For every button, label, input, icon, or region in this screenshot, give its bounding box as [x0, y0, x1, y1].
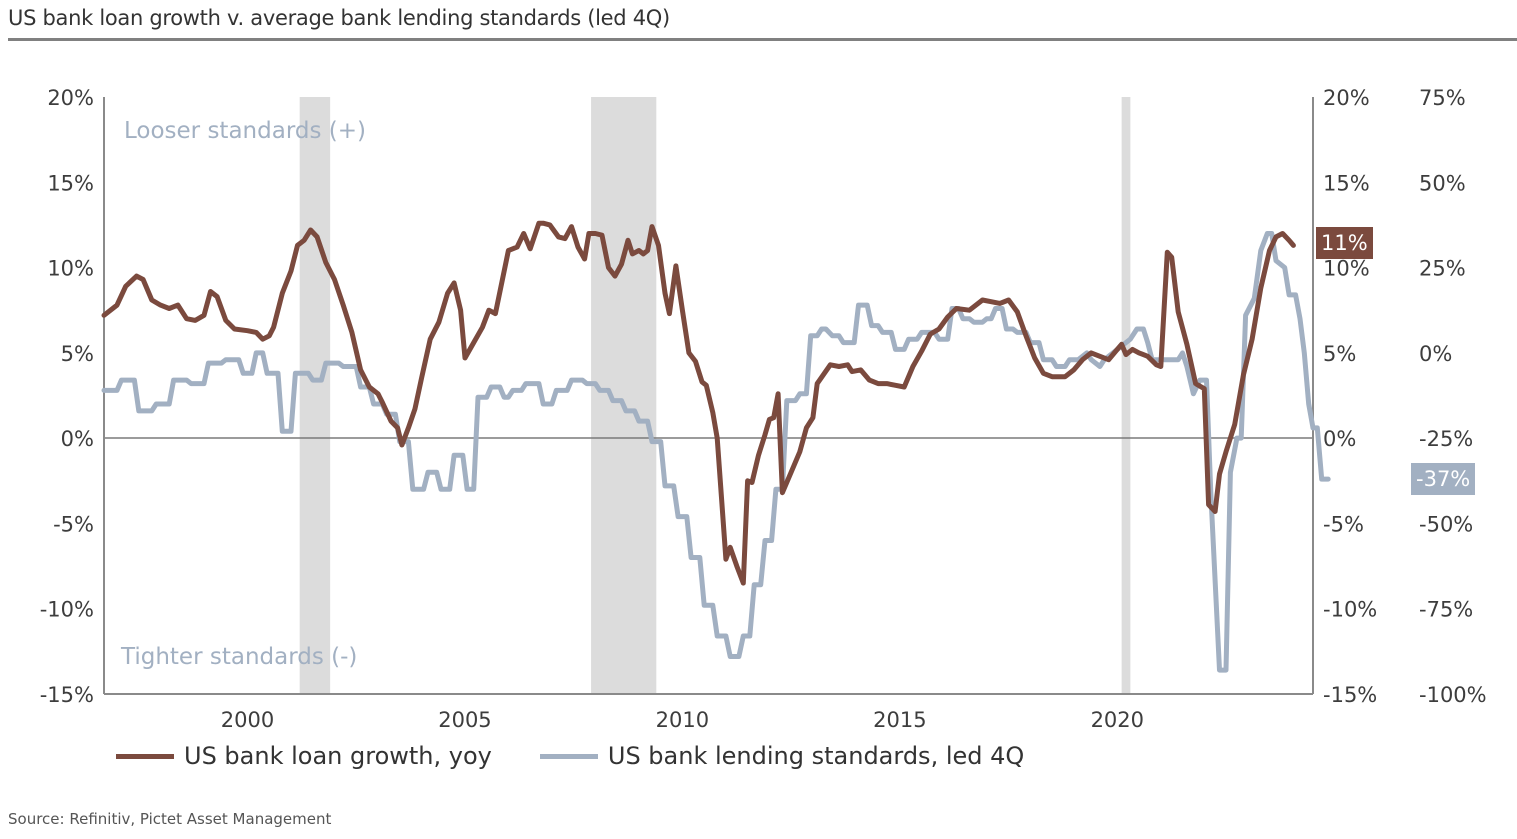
x-tick-label: 2010	[656, 708, 709, 732]
y-tick-label: 50%	[1419, 171, 1466, 195]
x-tick-label: 2000	[221, 708, 274, 732]
recession-bands	[299, 97, 1131, 694]
source-note: Source: Refinitiv, Pictet Asset Manageme…	[8, 810, 332, 828]
x-tick-label: 2020	[1091, 708, 1144, 732]
y-tick-label: -15%	[40, 683, 94, 707]
legend-item-lending-standards: US bank lending standards, led 4Q	[539, 742, 1025, 770]
chart-legend: US bank loan growth, yoy US bank lending…	[116, 742, 1072, 770]
y-tick-label: -5%	[1323, 512, 1364, 536]
y-tick-label: 75%	[1419, 86, 1466, 110]
recession-band	[299, 97, 331, 694]
left-y-axis-ticks: 20% 15% 10% 5% 0% -5% -10% -15%	[40, 86, 94, 707]
legend-item-loan-growth: US bank loan growth, yoy	[116, 742, 492, 770]
y-tick-label: 20%	[1323, 86, 1370, 110]
y-tick-label: -10%	[40, 598, 94, 622]
y-tick-label: -50%	[1419, 512, 1473, 536]
right-y-axis-ticks: 20% 15% 10% 5% 0% -5% -10% -15%	[1323, 86, 1377, 707]
lending-standards-last-value-badge: -37%	[1411, 463, 1476, 495]
loan-growth-swatch-icon	[116, 753, 174, 759]
series-lines	[101, 220, 1331, 673]
tighter-standards-label: Tighter standards (-)	[120, 644, 357, 670]
title-divider	[8, 38, 1517, 41]
loan-growth-line	[101, 220, 1296, 586]
y-tick-label: 25%	[1419, 257, 1466, 281]
y-tick-label: -25%	[1419, 427, 1473, 451]
legend-label: US bank loan growth, yoy	[184, 742, 492, 770]
looser-standards-label: Looser standards (+)	[124, 118, 366, 144]
legend-label: US bank lending standards, led 4Q	[607, 742, 1025, 770]
chart-title: US bank loan growth v. average bank lend…	[8, 6, 670, 30]
chart-annotations: Looser standards (+) Tighter standards (…	[120, 118, 366, 670]
lending-standards-line	[101, 231, 1331, 673]
y-tick-label: 0%	[1419, 342, 1452, 366]
y-tick-label: 15%	[1323, 171, 1370, 195]
x-tick-label: 2005	[438, 708, 491, 732]
y-tick-label: 5%	[1323, 342, 1356, 366]
loan-growth-last-value-badge: 11%	[1316, 227, 1373, 259]
y-tick-label: 10%	[47, 257, 94, 281]
y-tick-label: -10%	[1323, 598, 1377, 622]
y-tick-label: 5%	[61, 342, 94, 366]
y-tick-label: -15%	[1323, 683, 1377, 707]
y-tick-label: 0%	[61, 427, 94, 451]
recession-band	[1121, 97, 1131, 694]
y-tick-label: 10%	[1323, 257, 1370, 281]
y-tick-label: 0%	[1323, 427, 1356, 451]
recession-band	[591, 97, 657, 694]
secondary-right-y-axis-ticks: 75% 50% 25% 0% -25% -50% -75% -100%	[1419, 86, 1487, 707]
y-tick-label: -5%	[53, 512, 94, 536]
y-tick-label: 20%	[47, 86, 94, 110]
y-tick-label: -75%	[1419, 598, 1473, 622]
y-tick-label: 15%	[47, 171, 94, 195]
y-tick-label: -100%	[1419, 683, 1487, 707]
x-axis-ticks: 2000 2005 2010 2015 2020	[221, 708, 1144, 732]
lending-standards-swatch-icon	[539, 753, 598, 759]
x-tick-label: 2015	[873, 708, 926, 732]
